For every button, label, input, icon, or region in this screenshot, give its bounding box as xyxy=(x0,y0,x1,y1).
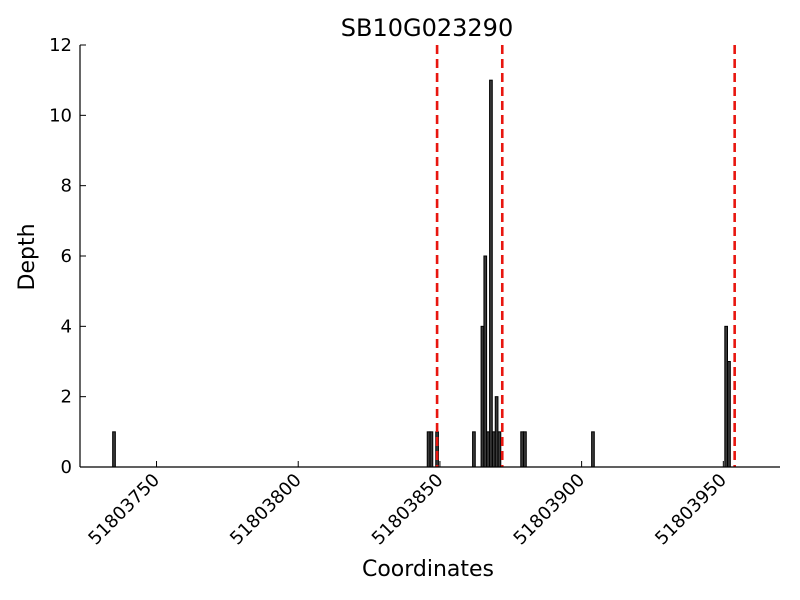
bar-10 xyxy=(494,396,499,468)
bar-7 xyxy=(486,431,490,468)
axes-layer xyxy=(79,45,780,468)
y-tick-label-0: 0 xyxy=(61,457,72,478)
bar-12 xyxy=(520,431,524,468)
bar-11 xyxy=(497,431,502,468)
y-tick-label-4: 8 xyxy=(61,176,72,197)
chart-title: SB10G023290 xyxy=(341,14,513,42)
bar-16 xyxy=(727,361,731,468)
bar-5 xyxy=(480,325,485,468)
x-tick-label-1: 51803800 xyxy=(226,470,306,550)
x-tick-label-2: 51803850 xyxy=(368,470,448,550)
y-tick-label-5: 10 xyxy=(49,105,72,126)
bars-layer xyxy=(112,79,731,468)
x-tick-label-3: 51803900 xyxy=(510,470,590,550)
bar-1 xyxy=(426,431,431,468)
bar-8 xyxy=(489,79,493,468)
bar-13 xyxy=(523,431,527,468)
bar-4 xyxy=(472,431,476,468)
y-tick-label-6: 12 xyxy=(49,35,72,56)
y-tick-label-1: 2 xyxy=(61,387,72,408)
x-tick-label-0: 51803750 xyxy=(84,470,164,550)
ticks-layer: 0 2 4 6 8 10 12 51803750 51803800 51803850 5180390… xyxy=(49,35,731,549)
y-axis-label: Depth xyxy=(15,223,40,290)
bar-6 xyxy=(483,255,488,468)
bar-2 xyxy=(429,431,434,468)
bar-0 xyxy=(112,431,116,468)
y-tick-label-2: 4 xyxy=(61,316,72,337)
x-tick-label-4: 51803950 xyxy=(651,470,731,550)
reference-lines-layer xyxy=(435,45,736,467)
y-tick-label-3: 6 xyxy=(61,246,72,267)
x-axis-label: Coordinates xyxy=(362,557,494,582)
bar-14 xyxy=(591,431,595,468)
bar-9 xyxy=(491,431,496,468)
bar-15 xyxy=(724,325,728,468)
